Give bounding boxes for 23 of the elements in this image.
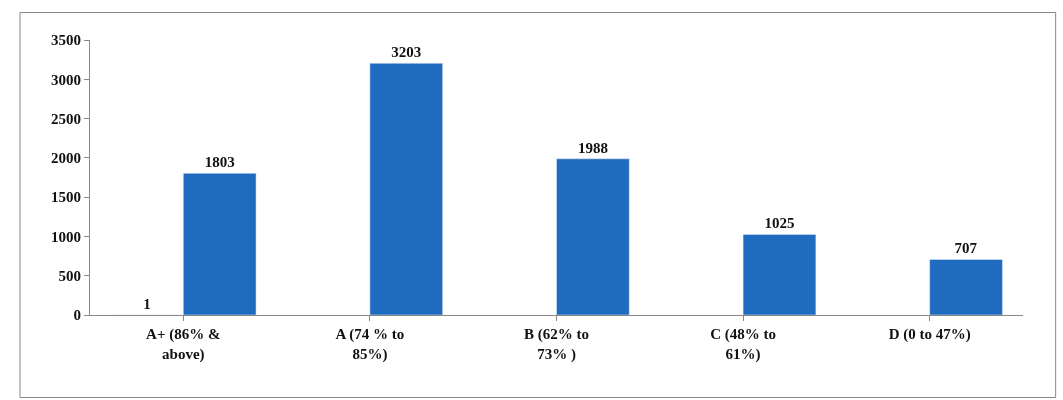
bar — [742, 234, 817, 315]
x-tick-label: A (74 % to 85%) — [335, 326, 405, 363]
bar — [369, 63, 443, 315]
bar — [556, 158, 630, 315]
y-tick-label: 2500 — [51, 110, 81, 127]
data-label: 707 — [954, 240, 978, 257]
x-tick-label: B (62% to 73% ) — [524, 326, 589, 363]
data-label: 1 — [143, 295, 151, 312]
y-tick-label: 1000 — [51, 228, 81, 245]
data-label: 1025 — [764, 215, 795, 232]
y-tick-label: 3500 — [51, 32, 81, 49]
y-tick-label: 1500 — [51, 189, 81, 206]
y-tick-label: 2000 — [51, 150, 81, 167]
x-tick-label: C (48% to 61%) — [710, 326, 777, 363]
data-label: 1988 — [577, 139, 608, 156]
y-tick-label: 0 — [73, 307, 81, 324]
x-tick-label: D (0 to 47%) — [888, 326, 971, 343]
y-tick-label: 3000 — [51, 71, 81, 88]
data-label: 1803 — [204, 154, 235, 171]
bar — [929, 259, 1003, 315]
y-tick-label: 500 — [58, 267, 81, 284]
data-label: 3203 — [391, 44, 422, 61]
x-tick-label: A+ (86% & above) — [146, 326, 221, 363]
